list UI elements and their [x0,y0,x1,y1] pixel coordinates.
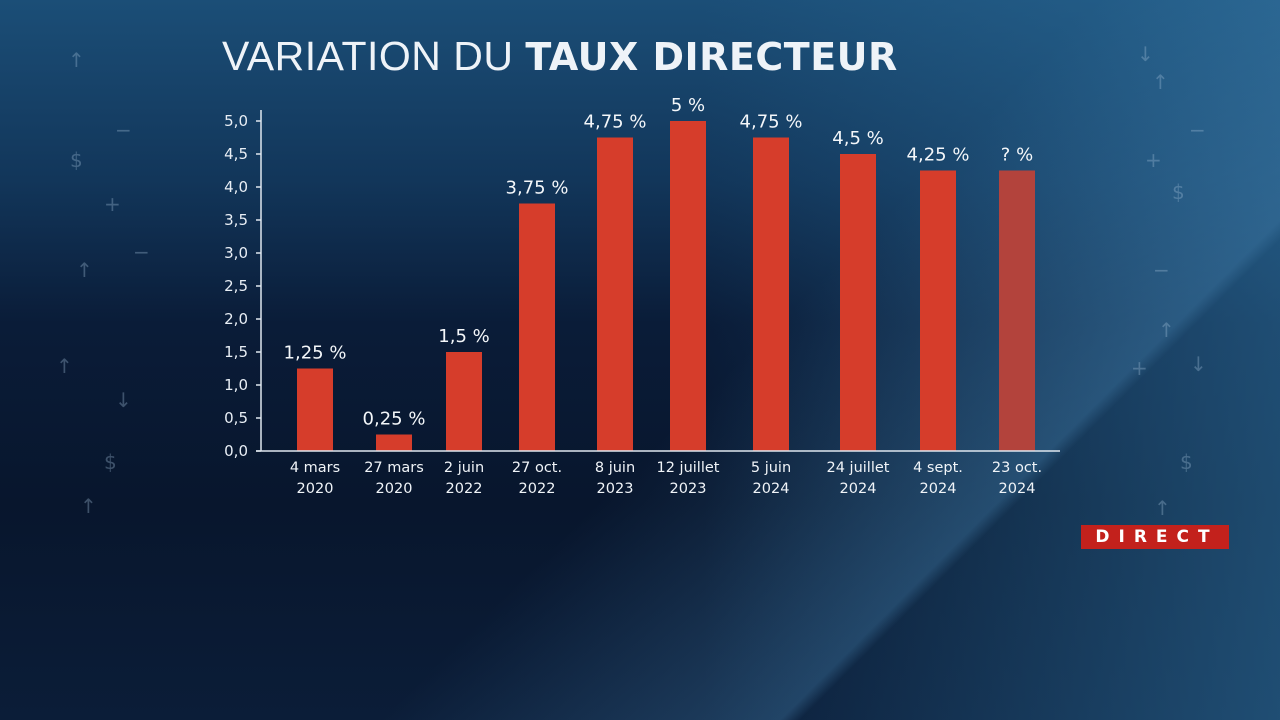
decoration-symbol: − [133,240,150,264]
data-label: 4,5 % [832,128,883,149]
data-label: 1,5 % [438,326,489,347]
y-tick-label: 0,0 [224,442,248,460]
x-tick-label-year: 2022 [519,481,556,497]
decoration-symbol: ↑ [1152,70,1169,94]
x-tick-label: 4 sept. [913,460,963,476]
decoration-symbol: + [104,192,121,216]
x-tick-label-year: 2022 [446,481,483,497]
title-bold: TAUX DIRECTEUR [525,35,898,79]
x-tick-label-year: 2020 [376,481,413,497]
decoration-symbol: ↑ [80,494,97,518]
x-tick-label-year: 2023 [670,481,707,497]
title-light: VARIATION DU [222,33,526,79]
decoration-symbol: ↓ [1137,42,1154,66]
bar [920,170,956,451]
x-tick-label: 4 mars [290,460,340,476]
live-badge: DIRECT [1081,525,1229,549]
y-tick-label: 1,0 [224,376,248,394]
x-tick-label: 24 juillet [827,460,890,476]
bar [519,203,555,451]
bar [446,352,482,451]
decoration-symbol: $ [104,450,117,474]
y-tick-label: 4,0 [224,178,248,196]
bar [670,121,706,451]
data-label: 4,75 % [740,112,803,133]
x-tick-label-year: 2024 [753,481,790,497]
decoration-symbol: ↑ [68,48,85,72]
x-tick-label-year: 2020 [297,481,334,497]
y-tick-label: 5,0 [224,112,248,130]
x-tick-label: 5 juin [751,460,791,476]
decoration-symbol: ↓ [115,388,132,412]
bar [753,137,789,451]
y-tick-label: 2,0 [224,310,248,328]
data-label: 4,25 % [907,145,970,166]
decoration-symbol: − [1153,258,1170,282]
decoration-symbol: $ [70,148,83,172]
x-tick-label-year: 2024 [999,481,1036,497]
x-tick-label: 2 juin [444,460,484,476]
bar [840,154,876,451]
x-tick-label-year: 2024 [920,481,957,497]
y-tick-label: 3,0 [224,244,248,262]
y-tick-label: 4,5 [224,145,248,163]
x-tick-label: 27 mars [364,460,424,476]
data-label: 4,75 % [584,112,647,133]
decoration-symbol: + [1131,356,1148,380]
bar [999,170,1035,451]
x-tick-label: 27 oct. [512,460,562,476]
decoration-symbol: + [1145,148,1162,172]
chart-title: VARIATION DU TAUX DIRECTEUR [222,32,898,80]
x-tick-label: 8 juin [595,460,635,476]
decoration-symbol: ↓ [1190,352,1207,376]
data-label: 0,25 % [363,409,426,430]
bar [376,434,412,451]
y-tick-label: 3,5 [224,211,248,229]
decoration-symbol: $ [1180,450,1193,474]
y-tick-label: 0,5 [224,409,248,427]
x-tick-label-year: 2024 [840,481,877,497]
data-label: ? % [1001,145,1033,166]
decoration-symbol: ↑ [1158,318,1175,342]
x-tick-label-year: 2023 [597,481,634,497]
bar [297,368,333,451]
decoration-symbol: − [115,118,132,142]
decoration-symbol: $ [1172,180,1185,204]
data-label: 3,75 % [506,178,569,199]
y-tick-label: 1,5 [224,343,248,361]
data-label: 5 % [671,95,705,116]
data-label: 1,25 % [284,343,347,364]
decoration-symbol: ↑ [76,258,93,282]
decoration-symbol: ↑ [56,354,73,378]
bar [597,137,633,451]
decoration-symbol: − [1189,118,1206,142]
y-tick-label: 2,5 [224,277,248,295]
x-tick-label: 12 juillet [657,460,720,476]
x-tick-label: 23 oct. [992,460,1042,476]
decoration-symbol: ↑ [1154,496,1171,520]
